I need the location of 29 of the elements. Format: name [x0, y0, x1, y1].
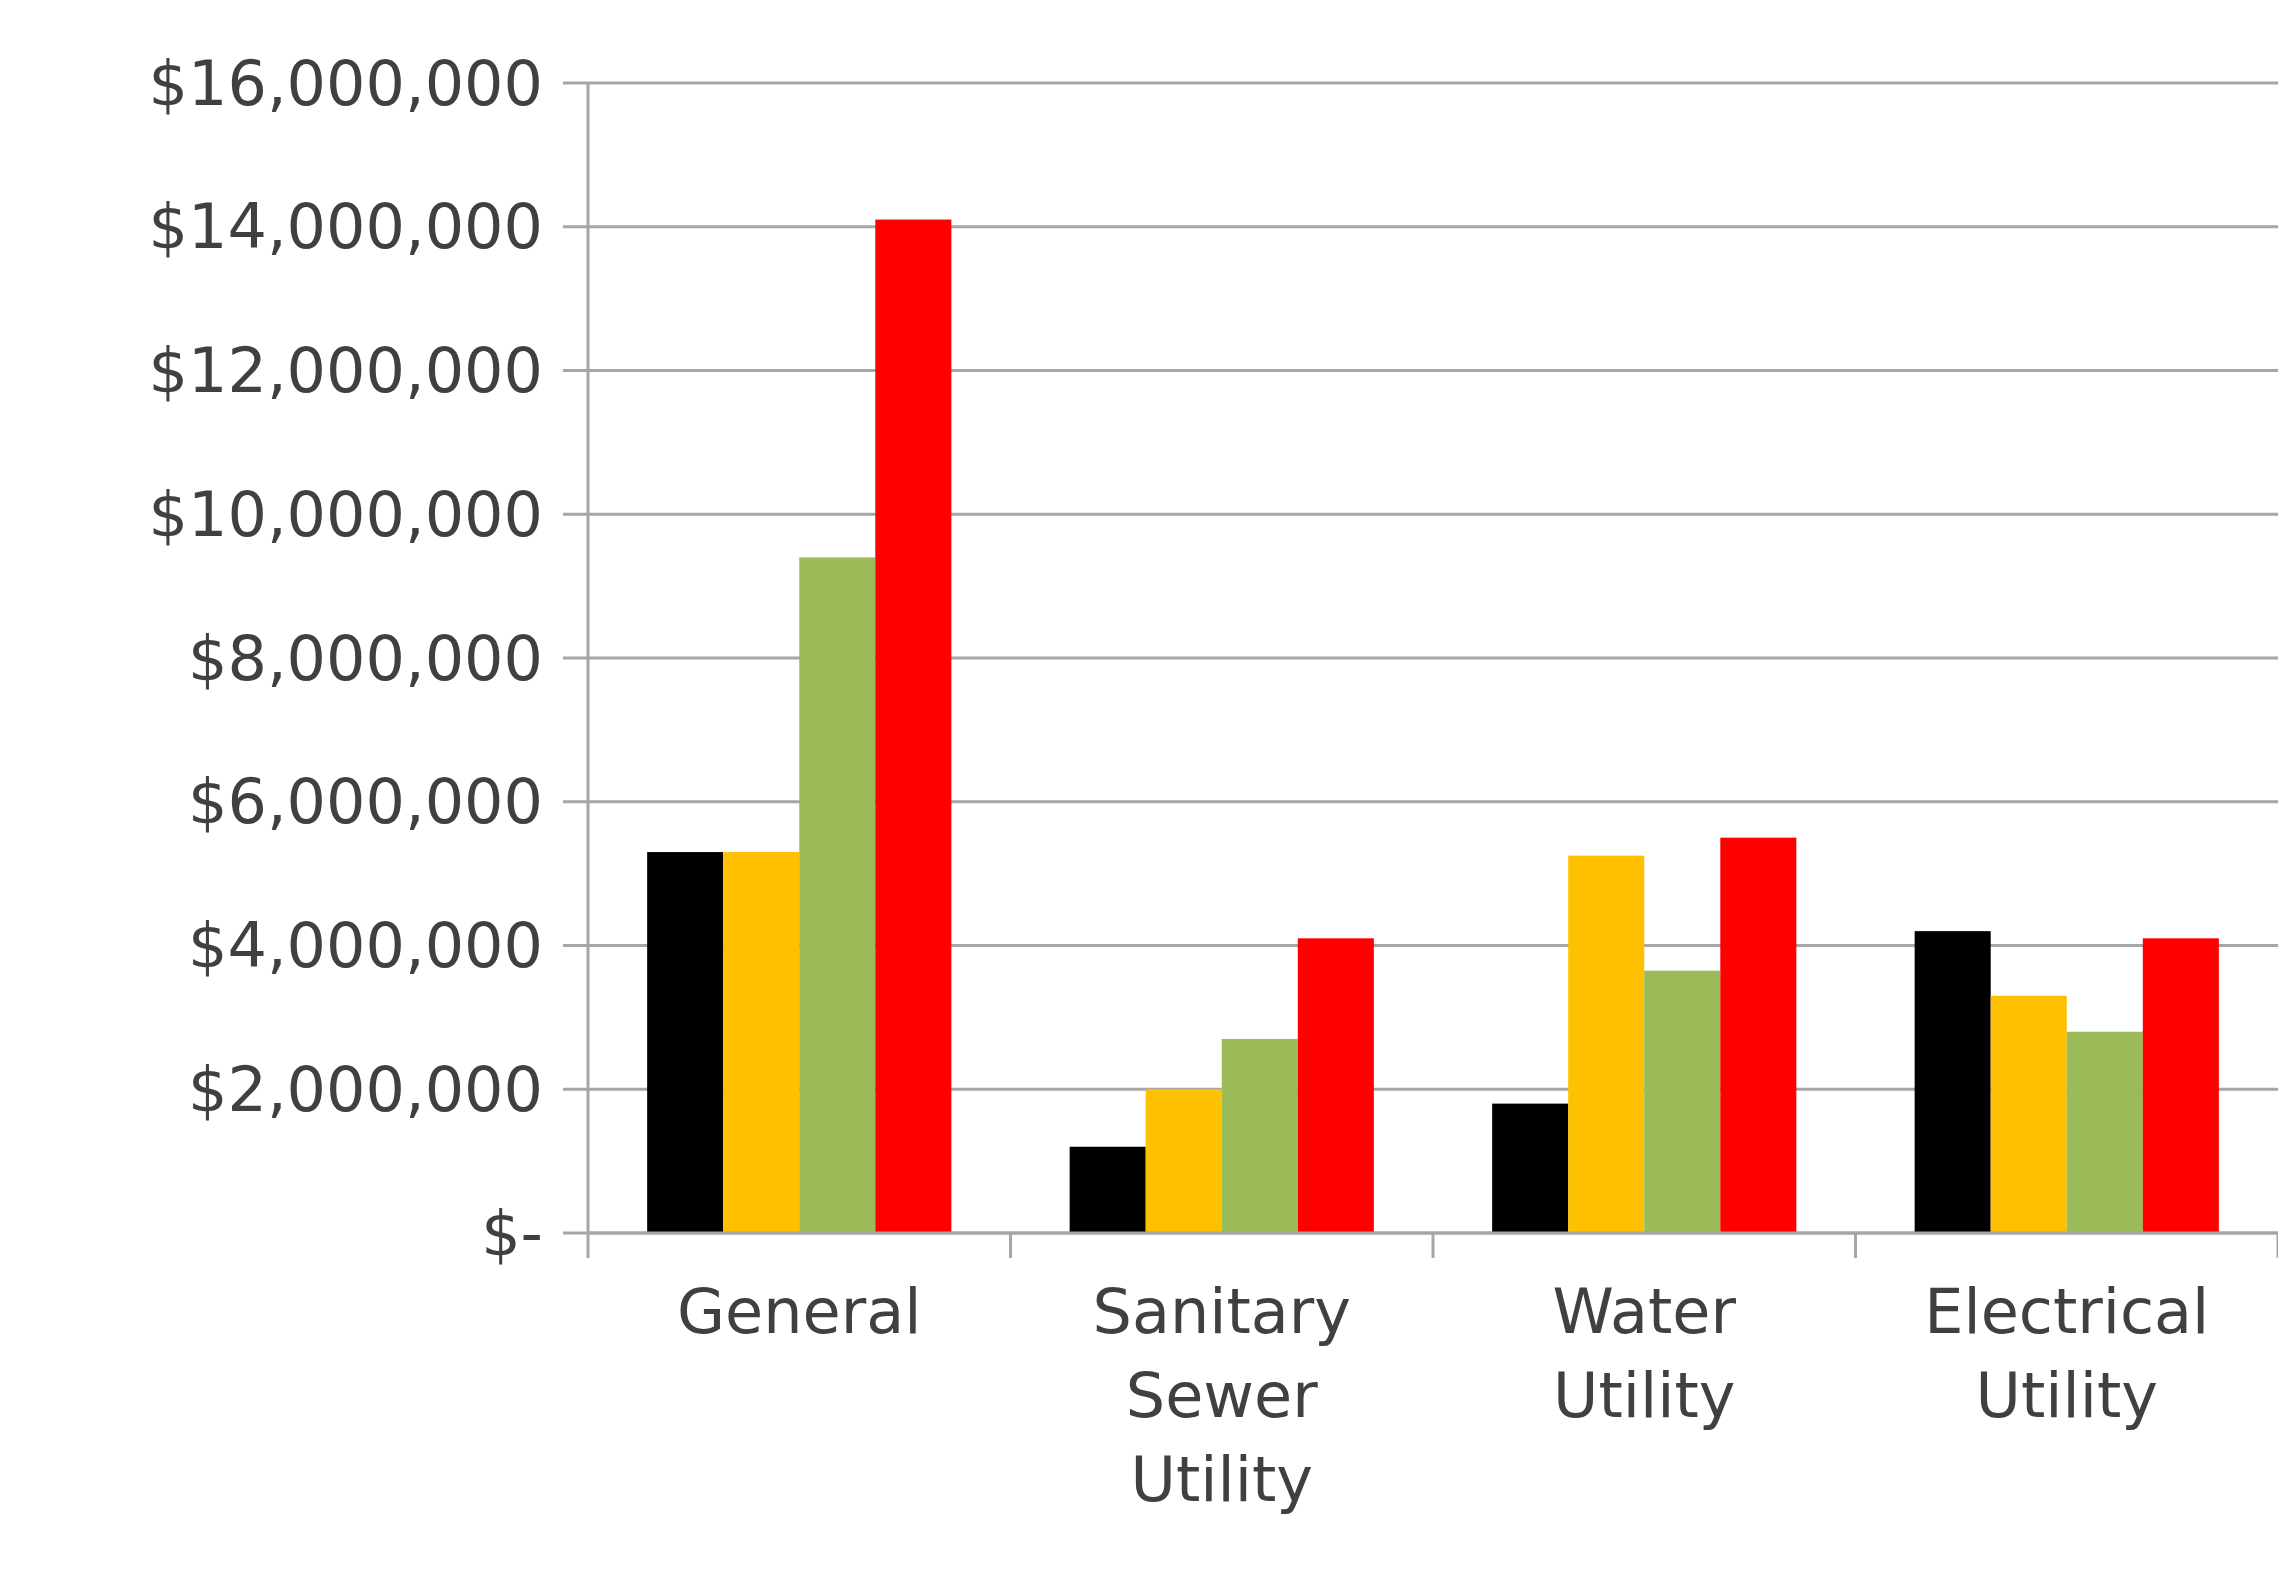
bar: [647, 852, 724, 1233]
bar: [1221, 1038, 1298, 1233]
y-tick-label: $14,000,000: [148, 190, 543, 264]
bar: [2142, 938, 2219, 1233]
bar: [1644, 970, 1721, 1233]
bar: [723, 852, 800, 1233]
x-tick-label: Sanitary Sewer Utility: [1092, 1275, 1351, 1516]
bar: [1990, 995, 2067, 1233]
y-tick-label: $6,000,000: [188, 765, 543, 839]
bar: [1145, 1089, 1222, 1233]
bar: [1914, 931, 1991, 1233]
y-tick-label: $4,000,000: [188, 909, 543, 983]
y-tick-label: $10,000,000: [148, 477, 543, 551]
bar: [1492, 1103, 1569, 1233]
x-tick-label: Electrical Utility: [1924, 1275, 2210, 1432]
y-tick-label: $12,000,000: [148, 334, 543, 408]
y-tick-label: $16,000,000: [148, 46, 543, 120]
y-tick-label: $8,000,000: [188, 621, 543, 695]
bar: [2066, 1031, 2143, 1233]
bar: [1720, 837, 1797, 1233]
x-tick-label: General: [677, 1275, 922, 1348]
bar: [1568, 855, 1645, 1233]
bar: [1069, 1146, 1146, 1233]
bar: [875, 219, 952, 1233]
y-tick-label: $-: [481, 1196, 543, 1270]
bar: [1297, 938, 1374, 1233]
bar: [799, 557, 876, 1233]
y-tick-label: $2,000,000: [188, 1052, 543, 1126]
x-tick-label: Water Utility: [1552, 1275, 1737, 1432]
